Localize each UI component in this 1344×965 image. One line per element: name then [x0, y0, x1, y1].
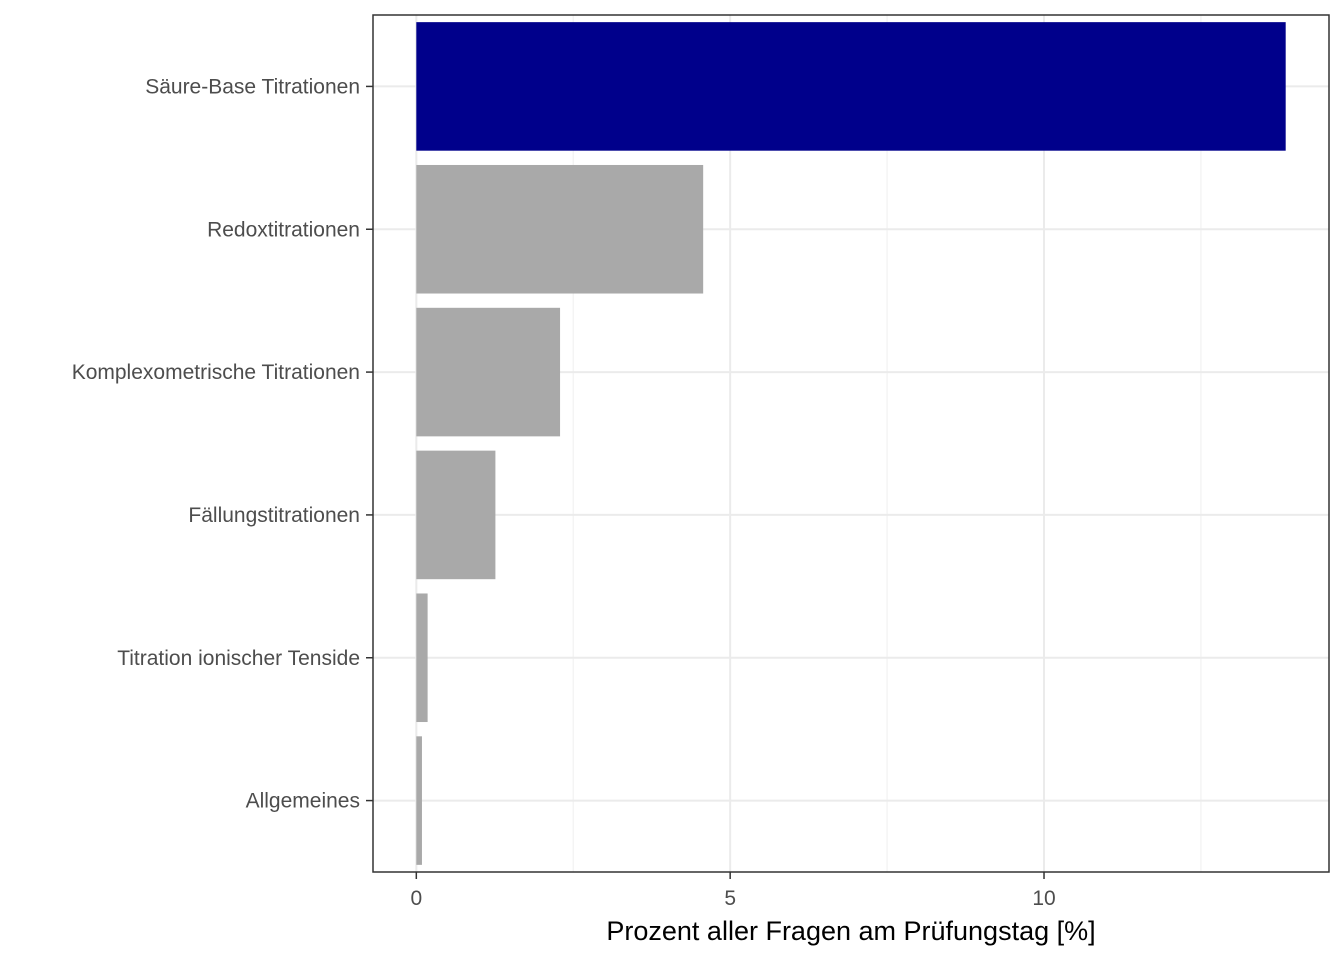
x-tick-label: 5	[724, 887, 736, 910]
x-tick-label: 10	[1032, 887, 1055, 910]
bar	[416, 736, 422, 865]
x-axis-title: Prozent aller Fragen am Prüfungstag [%]	[606, 916, 1095, 946]
y-tick-label: Fällungstitrationen	[188, 504, 360, 527]
bar	[416, 593, 428, 723]
y-axis: Säure-Base Titrationen Redoxtitrationen Ko…	[72, 75, 373, 813]
bar	[416, 450, 496, 580]
y-tick-label: Komplexometrische Titrationen	[72, 361, 360, 384]
bars	[416, 22, 1286, 865]
panel-border	[372, 14, 1330, 873]
bar	[416, 22, 1286, 151]
y-tick-label: Redoxtitrationen	[207, 218, 360, 241]
bar	[416, 164, 704, 294]
y-tick-label: Titration ionischer Tenside	[117, 647, 360, 670]
bar	[416, 307, 561, 437]
x-axis: 0 5 10	[410, 872, 1056, 910]
y-tick-label: Allgemeines	[246, 790, 360, 813]
y-tick-label: Säure-Base Titrationen	[145, 75, 360, 98]
x-tick-label: 0	[410, 887, 422, 910]
